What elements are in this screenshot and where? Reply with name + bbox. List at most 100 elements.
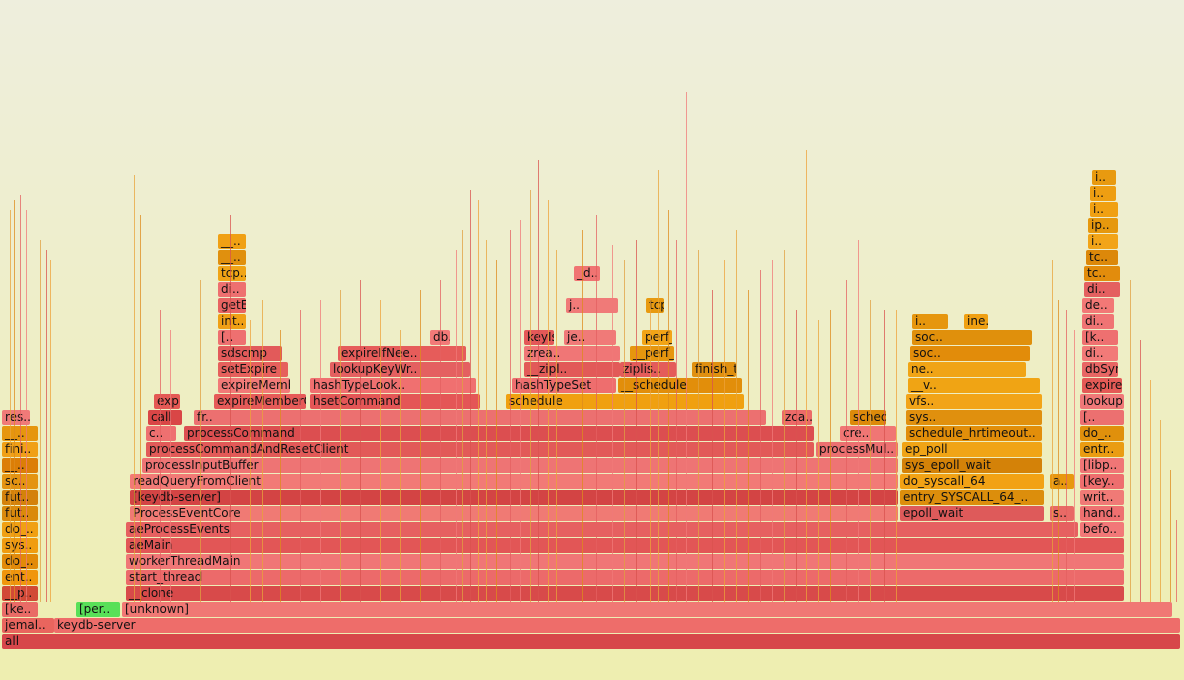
stack-spike [636,240,637,602]
frame-schedule-hrtimeout[interactable]: schedule_hrtimeout.. [850,410,886,425]
frame-frame[interactable]: [.. [1080,410,1124,425]
frame-cre[interactable]: cre.. [840,426,896,441]
frame-jemal[interactable]: jemal.. [2,618,54,633]
frame-label: workerThreadMain [129,554,241,568]
frame-keydb-server[interactable]: [keydb-server] [130,490,898,505]
frame-di[interactable]: di.. [218,282,246,297]
frame-hashtypelook[interactable]: hashTypeLook.. [310,378,476,393]
frame-di[interactable]: di.. [1084,282,1120,297]
frame-ne[interactable]: ne.. [908,362,1026,377]
frame-epoll-wait[interactable]: epoll_wait [900,506,1044,521]
frame-aemain[interactable]: aeMain [126,538,1124,553]
frame-de[interactable]: de.. [1082,298,1114,313]
frame-keyis[interactable]: keyIs.. [524,330,554,345]
frame-tc[interactable]: tc.. [1084,266,1120,281]
frame-vfs[interactable]: vfs.. [906,394,1042,409]
frame-label: ine.. [967,314,988,328]
frame-setexpire[interactable]: setExpire [218,362,288,377]
stack-spike [280,330,281,602]
frame-entry-syscall-64[interactable]: entry_SYSCALL_64_.. [900,490,1044,505]
frame-v[interactable]: __v.. [908,378,1040,393]
frame-label: processInputBuffer [145,458,259,472]
frame-soc[interactable]: soc.. [910,346,1030,361]
frame-int[interactable]: int.. [218,314,246,329]
frame-call[interactable]: call [148,410,182,425]
frame-i[interactable]: i.. [1088,234,1118,249]
frame-schedule-hrtimeout[interactable]: schedule_hrtimeout.. [906,426,1042,441]
frame-sys[interactable]: sys.. [906,410,1042,425]
frame-di[interactable]: di.. [1082,314,1114,329]
frame-keydb-server[interactable]: keydb-server [54,618,1180,633]
frame-label: aeProcessEvents [129,522,230,536]
stack-spike [40,240,41,602]
frame-expireif[interactable]: expireIf.. [1082,378,1122,393]
frame-getex[interactable]: getEx.. [218,298,246,313]
frame-schedule[interactable]: schedule [506,394,744,409]
frame-entr[interactable]: entr.. [1080,442,1124,457]
stack-spike [1160,420,1161,602]
frame-hashtypeset[interactable]: hashTypeSet [512,378,616,393]
frame-hand[interactable]: hand.. [1080,506,1124,521]
frame-label: zca.. [785,410,812,424]
frame-ip[interactable]: ip.. [1088,218,1118,233]
frame-ine[interactable]: ine.. [964,314,988,329]
frame-all[interactable]: all [2,634,1180,649]
frame-label: schedule_hrtimeout.. [909,426,1036,440]
frame-readqueryfromclient[interactable]: readQueryFromClient [130,474,898,489]
frame-lookupk[interactable]: lookupK.. [1080,394,1124,409]
frame-s[interactable]: s.. [1050,506,1074,521]
frame-soc[interactable]: soc.. [912,330,1032,345]
frame-i[interactable]: i.. [1090,186,1116,201]
frame-frame[interactable]: __.. [218,234,246,249]
frame-hsetcommand[interactable]: hsetCommand [310,394,480,409]
frame-processeventcore[interactable]: ProcessEventCore [130,506,898,521]
frame-i[interactable]: i.. [912,314,948,329]
frame-frame[interactable]: __.. [218,250,246,265]
frame-ke[interactable]: [ke.. [2,602,38,617]
frame-expiremembercommand[interactable]: expireMemberCommand [214,394,306,409]
stack-spike [360,280,361,602]
frame-expireifnee[interactable]: expireIfNee.. [338,346,466,361]
frame-i[interactable]: i.. [1090,202,1118,217]
frame-label: keydb-server [57,618,136,632]
stack-spike [624,260,625,602]
frame-zca[interactable]: zca.. [782,410,812,425]
frame-libp[interactable]: [libp.. [1080,458,1124,473]
frame-processcommandandresetclient[interactable]: processCommandAndResetClient [146,442,814,457]
frame-processcommand[interactable]: processCommand [184,426,814,441]
frame-i[interactable]: i.. [1092,170,1116,185]
frame-je[interactable]: je.. [564,330,616,345]
frame-expiregeneri[interactable]: expireGeneri.. [154,394,180,409]
frame-a[interactable]: a.. [1050,474,1074,489]
frame-sys-epoll-wait[interactable]: sys_epoll_wait [902,458,1042,473]
frame-unknown[interactable]: [unknown] [122,602,1172,617]
stack-spike [784,250,785,602]
frame-ep-poll[interactable]: ep_poll [902,442,1042,457]
frame-befo[interactable]: befo.. [1080,522,1124,537]
frame-workerthreadmain[interactable]: workerThreadMain [126,554,1124,569]
frame-processmul[interactable]: processMul.. [816,442,898,457]
frame-k[interactable]: [k.. [1082,330,1118,345]
frame-aeprocessevents[interactable]: aeProcessEvents [126,522,1078,537]
stack-spike [1170,470,1171,602]
frame-tc[interactable]: tc.. [1086,250,1118,265]
frame-key[interactable]: [key.. [1080,474,1124,489]
frame-label: [keydb-server] [133,490,221,504]
frame-clone[interactable]: __clone [126,586,1124,601]
frame-j[interactable]: j.. [566,298,618,313]
frame-frame[interactable]: [.. [218,330,246,345]
stack-spike [686,92,687,602]
frame-label: do_.. [1083,426,1112,440]
frame-label: hashTypeSet [515,378,592,392]
frame-di[interactable]: di.. [1082,346,1118,361]
frame-label: readQueryFromClient [133,474,261,488]
frame-writ[interactable]: writ.. [1080,490,1124,505]
frame-dbsync[interactable]: dbSync.. [1082,362,1118,377]
frame-per[interactable]: [per.. [76,602,120,617]
frame-tcp[interactable]: tcp.. [218,266,246,281]
frame-do-syscall-64[interactable]: do_syscall_64 [900,474,1044,489]
frame-c[interactable]: c.. [146,426,176,441]
frame-tcp[interactable]: tcp.. [646,298,664,313]
frame-start-thread[interactable]: start_thread [126,570,1124,585]
frame-do[interactable]: do_.. [1080,426,1124,441]
